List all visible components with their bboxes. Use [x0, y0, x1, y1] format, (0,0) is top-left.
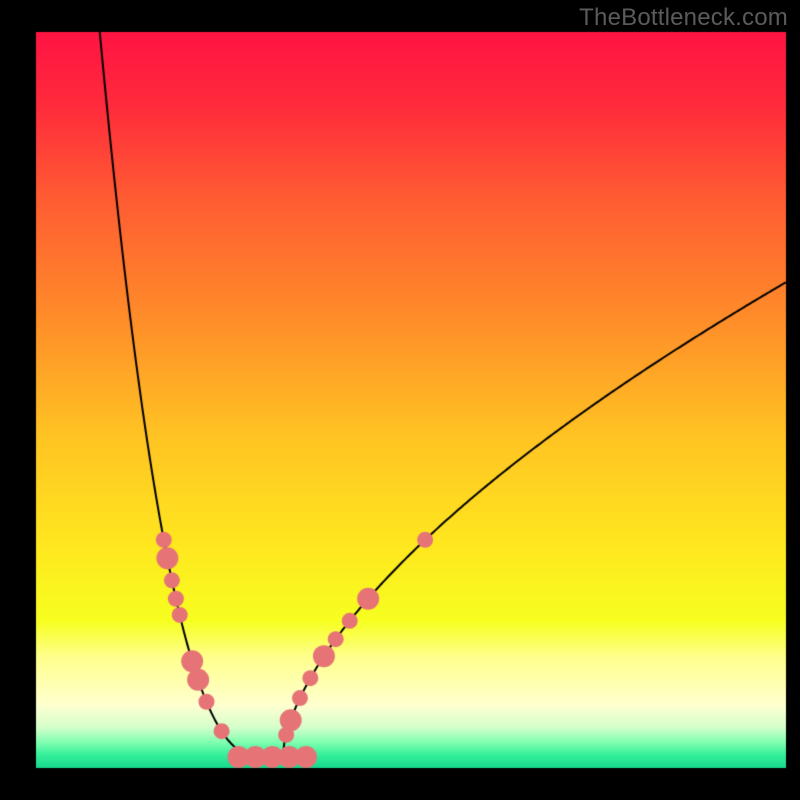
watermark-label: TheBottleneck.com [579, 4, 788, 32]
bottleneck-chart [0, 0, 800, 800]
